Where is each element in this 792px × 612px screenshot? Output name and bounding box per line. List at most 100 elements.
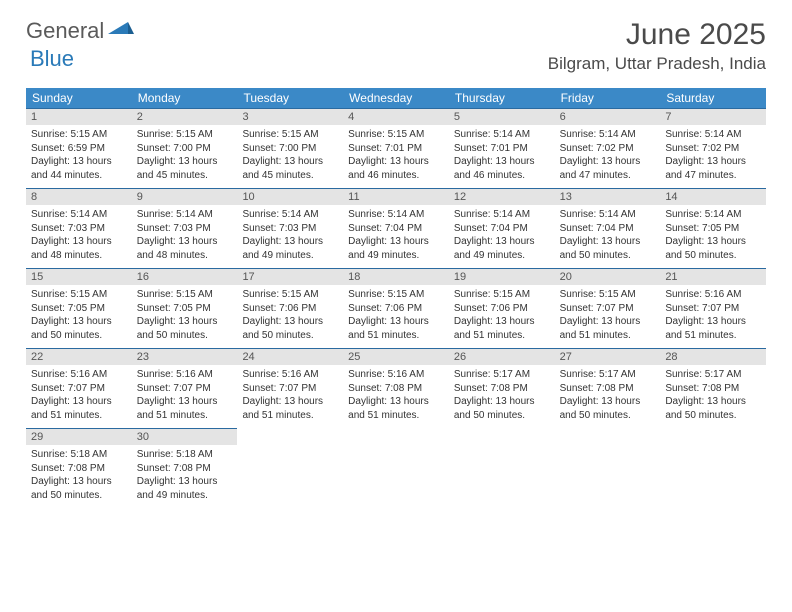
day-details: Sunrise: 5:15 AMSunset: 7:00 PMDaylight:… (132, 125, 238, 188)
day-cell: 8Sunrise: 5:14 AMSunset: 7:03 PMDaylight… (26, 188, 132, 268)
day-details: Sunrise: 5:14 AMSunset: 7:05 PMDaylight:… (660, 205, 766, 268)
day-cell: 26Sunrise: 5:17 AMSunset: 7:08 PMDayligh… (449, 348, 555, 428)
day-cell: 15Sunrise: 5:15 AMSunset: 7:05 PMDayligh… (26, 268, 132, 348)
day-cell: 28Sunrise: 5:17 AMSunset: 7:08 PMDayligh… (660, 348, 766, 428)
day-number: 1 (26, 109, 132, 125)
day-number: 20 (555, 269, 661, 285)
day-cell: 6Sunrise: 5:14 AMSunset: 7:02 PMDaylight… (555, 108, 661, 188)
day-cell: 25Sunrise: 5:16 AMSunset: 7:08 PMDayligh… (343, 348, 449, 428)
day-cell: 19Sunrise: 5:15 AMSunset: 7:06 PMDayligh… (449, 268, 555, 348)
day-cell: 27Sunrise: 5:17 AMSunset: 7:08 PMDayligh… (555, 348, 661, 428)
day-number: 14 (660, 189, 766, 205)
logo-text-general: General (26, 18, 104, 44)
weekday-header: Friday (555, 88, 661, 108)
day-details: Sunrise: 5:15 AMSunset: 7:01 PMDaylight:… (343, 125, 449, 188)
day-number: 21 (660, 269, 766, 285)
empty-cell (343, 428, 449, 508)
month-title: June 2025 (548, 18, 766, 52)
day-number: 3 (237, 109, 343, 125)
day-cell: 30Sunrise: 5:18 AMSunset: 7:08 PMDayligh… (132, 428, 238, 508)
empty-cell (449, 428, 555, 508)
day-cell: 18Sunrise: 5:15 AMSunset: 7:06 PMDayligh… (343, 268, 449, 348)
day-details: Sunrise: 5:17 AMSunset: 7:08 PMDaylight:… (555, 365, 661, 428)
day-details: Sunrise: 5:16 AMSunset: 7:08 PMDaylight:… (343, 365, 449, 428)
weekday-header: Saturday (660, 88, 766, 108)
week-row: 22Sunrise: 5:16 AMSunset: 7:07 PMDayligh… (26, 348, 766, 428)
day-number: 8 (26, 189, 132, 205)
day-cell: 16Sunrise: 5:15 AMSunset: 7:05 PMDayligh… (132, 268, 238, 348)
day-cell: 7Sunrise: 5:14 AMSunset: 7:02 PMDaylight… (660, 108, 766, 188)
day-cell: 29Sunrise: 5:18 AMSunset: 7:08 PMDayligh… (26, 428, 132, 508)
day-details: Sunrise: 5:15 AMSunset: 7:06 PMDaylight:… (237, 285, 343, 348)
day-number: 13 (555, 189, 661, 205)
day-cell: 23Sunrise: 5:16 AMSunset: 7:07 PMDayligh… (132, 348, 238, 428)
day-number: 28 (660, 349, 766, 365)
weekday-header: Sunday (26, 88, 132, 108)
week-row: 15Sunrise: 5:15 AMSunset: 7:05 PMDayligh… (26, 268, 766, 348)
day-details: Sunrise: 5:14 AMSunset: 7:04 PMDaylight:… (343, 205, 449, 268)
day-number: 5 (449, 109, 555, 125)
day-number: 10 (237, 189, 343, 205)
day-number: 23 (132, 349, 238, 365)
day-details: Sunrise: 5:14 AMSunset: 7:03 PMDaylight:… (132, 205, 238, 268)
day-details: Sunrise: 5:16 AMSunset: 7:07 PMDaylight:… (26, 365, 132, 428)
day-details: Sunrise: 5:14 AMSunset: 7:01 PMDaylight:… (449, 125, 555, 188)
week-row: 1Sunrise: 5:15 AMSunset: 6:59 PMDaylight… (26, 108, 766, 188)
weekday-header: Wednesday (343, 88, 449, 108)
day-number: 12 (449, 189, 555, 205)
calendar: SundayMondayTuesdayWednesdayThursdayFrid… (26, 88, 766, 508)
day-details: Sunrise: 5:15 AMSunset: 7:07 PMDaylight:… (555, 285, 661, 348)
day-details: Sunrise: 5:17 AMSunset: 7:08 PMDaylight:… (660, 365, 766, 428)
day-details: Sunrise: 5:18 AMSunset: 7:08 PMDaylight:… (26, 445, 132, 508)
day-number: 29 (26, 429, 132, 445)
day-details: Sunrise: 5:15 AMSunset: 7:06 PMDaylight:… (343, 285, 449, 348)
day-details: Sunrise: 5:14 AMSunset: 7:03 PMDaylight:… (237, 205, 343, 268)
day-details: Sunrise: 5:14 AMSunset: 7:03 PMDaylight:… (26, 205, 132, 268)
day-cell: 11Sunrise: 5:14 AMSunset: 7:04 PMDayligh… (343, 188, 449, 268)
empty-cell (237, 428, 343, 508)
day-number: 18 (343, 269, 449, 285)
day-cell: 20Sunrise: 5:15 AMSunset: 7:07 PMDayligh… (555, 268, 661, 348)
day-number: 7 (660, 109, 766, 125)
day-cell: 4Sunrise: 5:15 AMSunset: 7:01 PMDaylight… (343, 108, 449, 188)
day-cell: 5Sunrise: 5:14 AMSunset: 7:01 PMDaylight… (449, 108, 555, 188)
logo-triangle-icon (108, 20, 134, 43)
location-label: Bilgram, Uttar Pradesh, India (548, 54, 766, 74)
day-details: Sunrise: 5:15 AMSunset: 7:00 PMDaylight:… (237, 125, 343, 188)
day-cell: 22Sunrise: 5:16 AMSunset: 7:07 PMDayligh… (26, 348, 132, 428)
week-row: 8Sunrise: 5:14 AMSunset: 7:03 PMDaylight… (26, 188, 766, 268)
day-number: 25 (343, 349, 449, 365)
calendar-header-row: SundayMondayTuesdayWednesdayThursdayFrid… (26, 88, 766, 108)
day-number: 6 (555, 109, 661, 125)
day-number: 11 (343, 189, 449, 205)
day-number: 2 (132, 109, 238, 125)
day-cell: 24Sunrise: 5:16 AMSunset: 7:07 PMDayligh… (237, 348, 343, 428)
day-cell: 13Sunrise: 5:14 AMSunset: 7:04 PMDayligh… (555, 188, 661, 268)
day-details: Sunrise: 5:16 AMSunset: 7:07 PMDaylight:… (237, 365, 343, 428)
day-cell: 3Sunrise: 5:15 AMSunset: 7:00 PMDaylight… (237, 108, 343, 188)
day-number: 16 (132, 269, 238, 285)
day-details: Sunrise: 5:14 AMSunset: 7:04 PMDaylight:… (555, 205, 661, 268)
empty-cell (660, 428, 766, 508)
day-cell: 9Sunrise: 5:14 AMSunset: 7:03 PMDaylight… (132, 188, 238, 268)
logo: General (26, 18, 136, 44)
day-number: 27 (555, 349, 661, 365)
day-number: 22 (26, 349, 132, 365)
day-details: Sunrise: 5:16 AMSunset: 7:07 PMDaylight:… (132, 365, 238, 428)
day-number: 19 (449, 269, 555, 285)
day-number: 30 (132, 429, 238, 445)
day-details: Sunrise: 5:18 AMSunset: 7:08 PMDaylight:… (132, 445, 238, 508)
calendar-body: 1Sunrise: 5:15 AMSunset: 6:59 PMDaylight… (26, 108, 766, 508)
day-number: 17 (237, 269, 343, 285)
day-details: Sunrise: 5:15 AMSunset: 6:59 PMDaylight:… (26, 125, 132, 188)
title-block: June 2025 Bilgram, Uttar Pradesh, India (548, 18, 766, 74)
logo-text-blue: Blue (30, 46, 74, 71)
day-details: Sunrise: 5:15 AMSunset: 7:05 PMDaylight:… (132, 285, 238, 348)
empty-cell (555, 428, 661, 508)
day-cell: 10Sunrise: 5:14 AMSunset: 7:03 PMDayligh… (237, 188, 343, 268)
week-row: 29Sunrise: 5:18 AMSunset: 7:08 PMDayligh… (26, 428, 766, 508)
day-details: Sunrise: 5:15 AMSunset: 7:05 PMDaylight:… (26, 285, 132, 348)
header: General June 2025 Bilgram, Uttar Pradesh… (0, 0, 792, 80)
weekday-header: Tuesday (237, 88, 343, 108)
day-details: Sunrise: 5:16 AMSunset: 7:07 PMDaylight:… (660, 285, 766, 348)
